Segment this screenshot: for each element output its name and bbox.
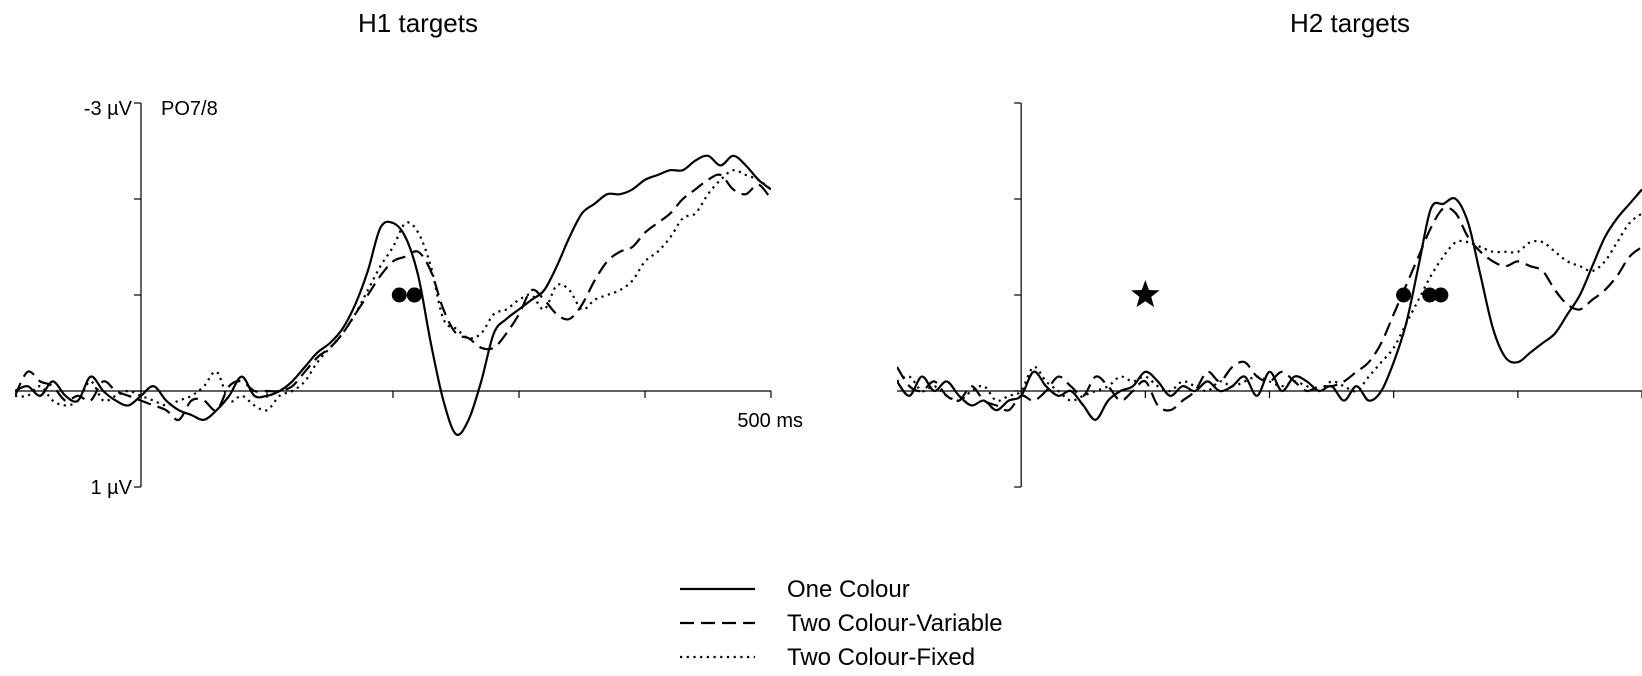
h2-axes <box>897 102 1642 488</box>
h1-targets-title: H1 targets <box>358 8 478 38</box>
h2-targets-panel: H2 targets <box>897 8 1642 488</box>
h2-onset-markers <box>1131 280 1449 308</box>
series-line-two-colour-variable <box>897 206 1642 412</box>
onset-marker-two-colour-variable <box>1422 287 1438 303</box>
legend-label-two-colour-fixed: Two Colour-Fixed <box>787 644 975 671</box>
h1-onset-markers <box>391 287 422 303</box>
h1-targets-panel: H1 targets -3 µV 1 µV PO7/8 500 ms <box>15 8 803 499</box>
y-bottom-label: 1 µV <box>90 477 132 499</box>
legend-label-two-colour-variable: Two Colour-Variable <box>787 610 1003 637</box>
series-line-one-colour <box>897 188 1642 421</box>
legend: One Colour Two Colour-Variable Two Colou… <box>680 576 1003 671</box>
onset-marker-two-colour-fixed <box>406 287 422 303</box>
h1-series-lines <box>15 154 771 436</box>
legend-label-one-colour: One Colour <box>787 576 910 603</box>
y-top-label: -3 µV <box>84 98 133 120</box>
h2-series-lines <box>897 188 1642 421</box>
onset-marker-one-colour <box>1396 287 1412 303</box>
onset-marker-one-colour <box>391 287 407 303</box>
h1-axes <box>15 102 772 488</box>
x-end-label: 500 ms <box>737 410 803 432</box>
channel-label: PO7/8 <box>161 98 218 120</box>
onset-marker-two-colour-fixed <box>1433 287 1449 303</box>
series-line-two-colour-fixed <box>15 169 771 412</box>
h2-targets-title: H2 targets <box>1290 8 1410 38</box>
significance-star-marker <box>1131 280 1160 308</box>
series-line-one-colour <box>15 154 771 436</box>
series-line-two-colour-variable <box>15 173 771 422</box>
